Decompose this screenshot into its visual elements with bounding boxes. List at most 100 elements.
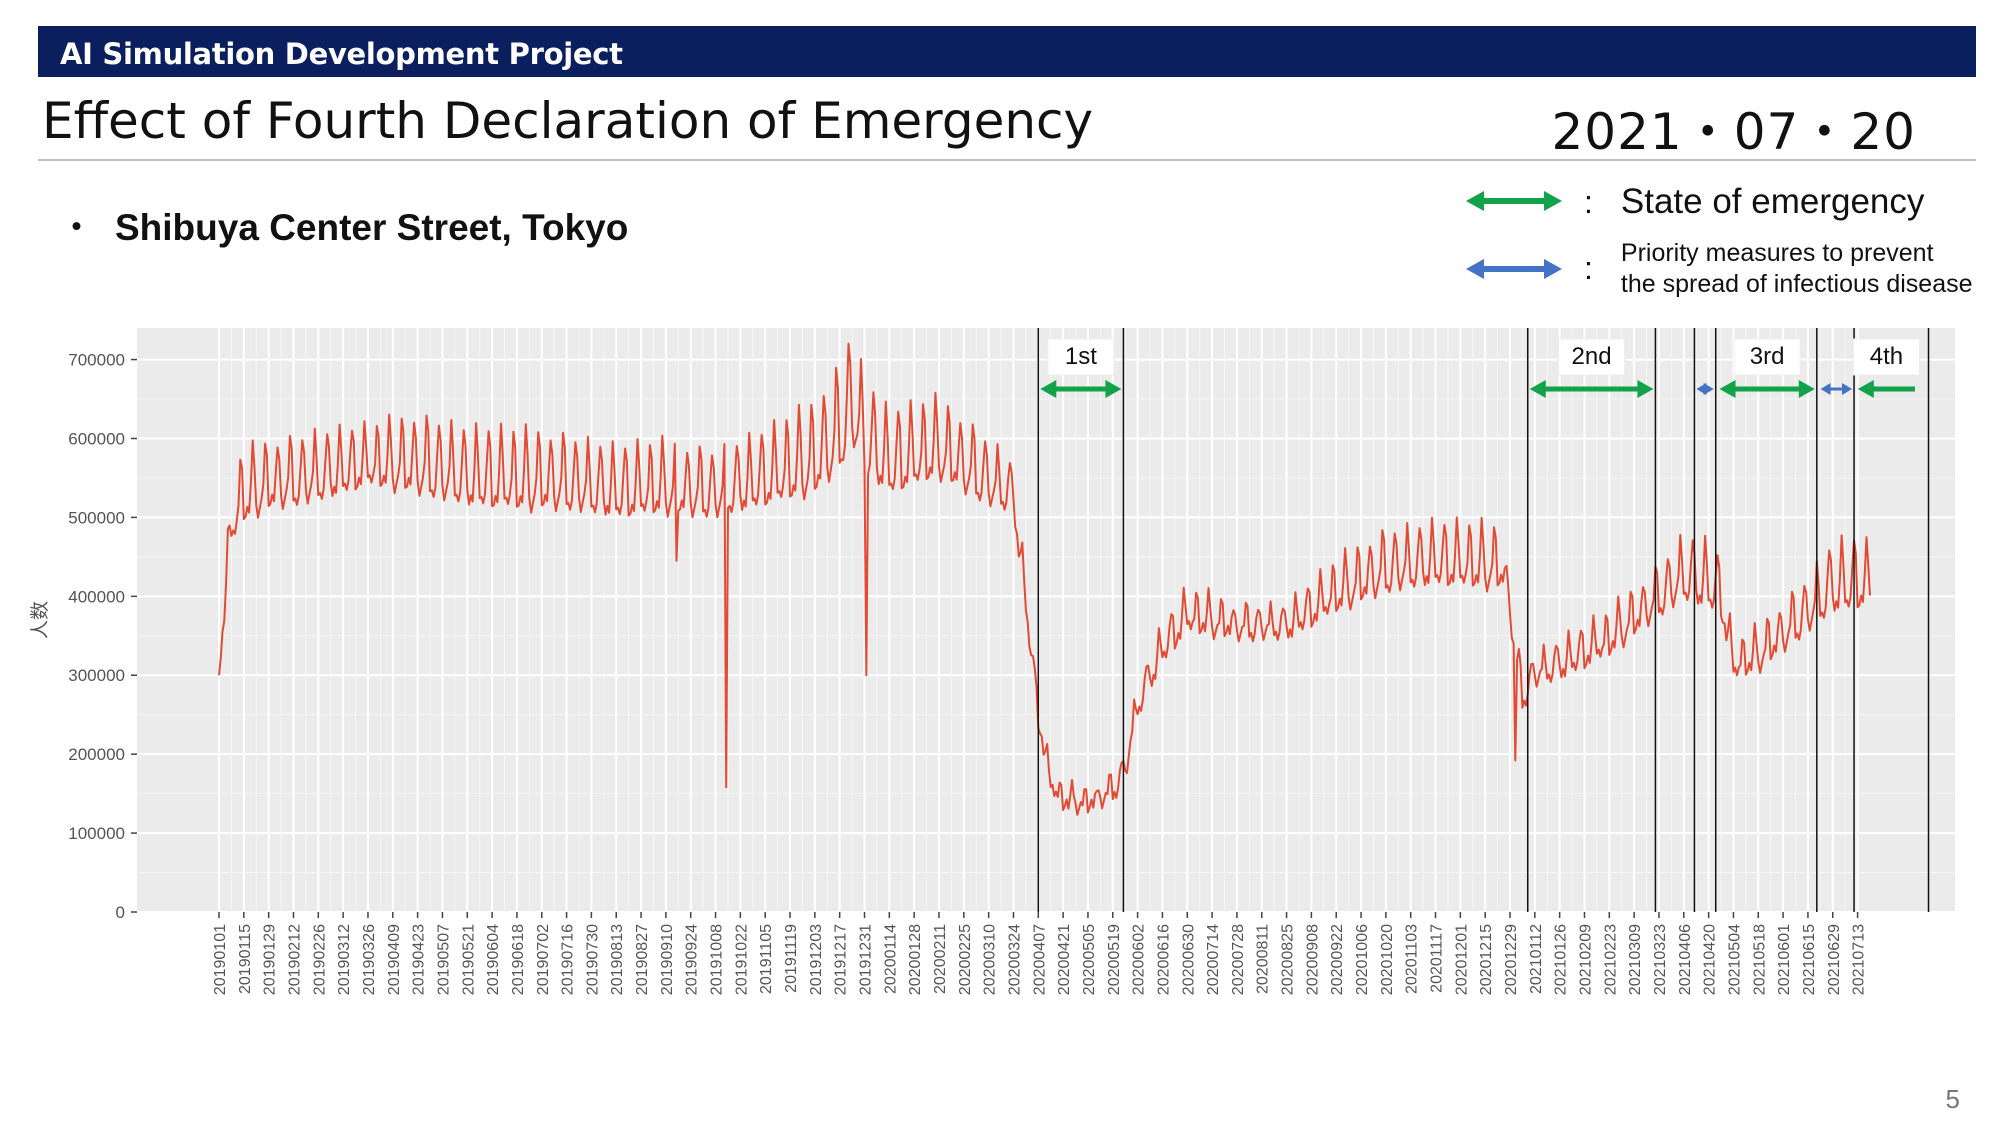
- x-tick-label: 20210420: [1702, 924, 1719, 995]
- x-tick-label: 20200505: [1081, 924, 1098, 995]
- y-tick-label: 300000: [68, 666, 125, 685]
- x-tick-label: 20200908: [1304, 924, 1321, 995]
- x-tick-label: 20201020: [1379, 924, 1396, 995]
- period-arrow-right-head: [1798, 380, 1815, 398]
- period-label: 2nd: [1572, 343, 1612, 370]
- period-label-box: [1558, 338, 1626, 376]
- legend-priority-line1: Priority measures to prevent: [1620, 239, 1934, 267]
- period-arrow-right-head: [1703, 383, 1714, 395]
- x-tick-label: 20191203: [808, 924, 825, 995]
- legend-state-of-emergency: : State of emergency: [1466, 182, 1924, 222]
- y-tick-label: 200000: [68, 745, 125, 764]
- legend-priority-line2: the spread of infectious disease: [1620, 270, 1973, 298]
- slide-date: 2021・07・20: [1551, 103, 1916, 161]
- x-tick-label: 20200225: [957, 924, 974, 995]
- x-tick-label: 20190604: [485, 924, 502, 995]
- x-tick-label: 20200922: [1329, 924, 1346, 995]
- x-tick-label: 20200310: [982, 924, 999, 995]
- legend-priority-text: Priority measures to prevent the spread …: [1621, 238, 1973, 300]
- x-tick-label: 20210323: [1652, 924, 1669, 995]
- x-tick-label: 20210406: [1677, 924, 1694, 995]
- x-tick-label: 20210112: [1528, 924, 1545, 994]
- x-tick-label: 20210615: [1801, 924, 1818, 995]
- x-tick-label: 20191231: [858, 924, 875, 995]
- x-tick-label: 20201215: [1478, 924, 1495, 995]
- period-label-box: [1852, 338, 1920, 376]
- x-tick-label: 20191008: [709, 924, 726, 995]
- period-label: 3rd: [1750, 343, 1785, 370]
- x-tick-label: 20190813: [609, 924, 626, 995]
- x-tick-label: 20190212: [286, 924, 303, 995]
- x-tick-label: 20190423: [411, 924, 428, 995]
- x-tick-label: 20190910: [659, 924, 676, 995]
- x-tick-label: 20201201: [1453, 924, 1470, 995]
- period-arrow-left-head: [1857, 380, 1874, 398]
- x-tick-label: 20201103: [1404, 924, 1421, 994]
- legend-state-label: State of emergency: [1620, 182, 1925, 221]
- x-tick-label: 20190101: [212, 924, 229, 995]
- x-tick-label: 20210223: [1602, 924, 1619, 995]
- period-arrow-left-head: [1719, 380, 1736, 398]
- period-arrow-right-head: [1637, 380, 1654, 398]
- x-tick-label: 20200211: [932, 924, 949, 994]
- period-arrow-left-head: [1820, 383, 1831, 395]
- legend-priority-measures: : Priority measures to prevent the sprea…: [1466, 238, 1973, 300]
- x-tick-label: 20200114: [882, 924, 899, 994]
- subtitle: ・ Shibuya Center Street, Tokyo: [58, 197, 628, 251]
- period-arrow-right-head: [1105, 380, 1122, 398]
- bullet-dot: ・: [58, 207, 95, 248]
- slide-title: Effect of Fourth Declaration of Emergenc…: [42, 92, 1094, 150]
- x-tick-label: 20190924: [684, 924, 701, 995]
- x-tick-label: 20190730: [584, 924, 601, 995]
- plot-background: [137, 328, 1955, 912]
- blue-double-arrow-icon: [1466, 259, 1562, 279]
- y-tick-label: 700000: [68, 351, 125, 370]
- x-tick-label: 20200811: [1255, 924, 1272, 994]
- x-tick-label: 20200602: [1131, 924, 1148, 995]
- x-tick-label: 20201117: [1429, 924, 1446, 993]
- x-tick-label: 20200728: [1230, 924, 1247, 995]
- legend-colon: :: [1584, 184, 1593, 220]
- period-arrow-left-head: [1529, 380, 1546, 398]
- x-tick-label: 20200324: [1006, 924, 1023, 995]
- period-label: 1st: [1065, 343, 1097, 370]
- x-tick-label: 20190226: [311, 924, 328, 995]
- x-tick-label: 20201229: [1503, 924, 1520, 995]
- y-tick-label: 100000: [68, 824, 125, 843]
- y-tick-label: 600000: [68, 429, 125, 448]
- x-tick-label: 20191022: [733, 924, 750, 995]
- x-tick-label: 20200421: [1056, 924, 1073, 995]
- x-tick-label: 20190326: [361, 924, 378, 995]
- x-tick-label: 20200128: [907, 924, 924, 995]
- page-number: 5: [1945, 1084, 1960, 1114]
- x-tick-label: 20191105: [758, 924, 775, 994]
- x-tick-label: 20190716: [560, 924, 577, 995]
- header-bar: AI Simulation Development Project: [38, 26, 1976, 77]
- period-label-box: [1047, 338, 1115, 376]
- subtitle-text: Shibuya Center Street, Tokyo: [115, 207, 629, 248]
- x-tick-label: 20210713: [1851, 924, 1868, 995]
- y-tick-label: 0: [116, 903, 125, 922]
- x-tick-label: 20210518: [1751, 924, 1768, 995]
- x-tick-label: 20210504: [1726, 924, 1743, 995]
- period-arrow-right-head: [1842, 383, 1853, 395]
- x-tick-label: 20201006: [1354, 924, 1371, 995]
- x-tick-label: 20190115: [237, 924, 254, 994]
- title-divider: [38, 159, 1976, 161]
- x-tick-label: 20200630: [1180, 924, 1197, 995]
- data-series-line: [218, 342, 1871, 816]
- x-tick-label: 20200714: [1205, 924, 1222, 995]
- x-tick-label: 20200616: [1155, 924, 1172, 995]
- y-tick-label: 400000: [68, 587, 125, 606]
- x-tick-label: 20200825: [1280, 924, 1297, 995]
- y-axis-label: 人数: [29, 601, 51, 639]
- x-tick-label: 20191217: [833, 924, 850, 995]
- x-tick-label: 20190521: [460, 924, 477, 995]
- x-tick-label: 20210309: [1627, 924, 1644, 995]
- project-title: AI Simulation Development Project: [60, 37, 623, 71]
- x-tick-label: 20200407: [1031, 924, 1048, 995]
- y-tick-label: 500000: [68, 508, 125, 527]
- x-tick-label: 20191119: [783, 924, 800, 993]
- green-double-arrow-icon: [1466, 191, 1562, 211]
